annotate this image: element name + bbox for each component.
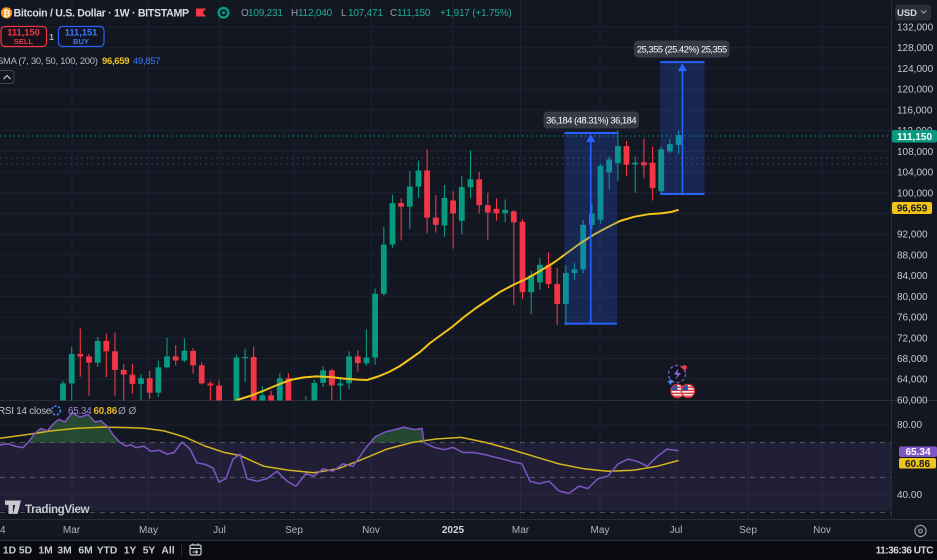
svg-text:49,857: 49,857 <box>133 56 160 67</box>
svg-text:68,000: 68,000 <box>897 354 928 365</box>
svg-text:1: 1 <box>49 32 54 42</box>
svg-text:40.00: 40.00 <box>897 490 922 501</box>
svg-text:+1,917 (+1.75%): +1,917 (+1.75%) <box>440 8 512 19</box>
svg-text:TradingView: TradingView <box>25 503 91 516</box>
svg-text:111,150: 111,150 <box>897 132 932 143</box>
svg-text:Nov: Nov <box>362 525 380 536</box>
svg-text:5D: 5D <box>19 546 32 557</box>
svg-text:80,000: 80,000 <box>897 292 928 303</box>
svg-text:11:36:36 UTC: 11:36:36 UTC <box>876 546 934 557</box>
svg-text:4: 4 <box>0 525 6 536</box>
svg-text:60.86: 60.86 <box>905 459 930 470</box>
svg-text:60,000: 60,000 <box>897 396 928 407</box>
svg-text:Jul: Jul <box>213 525 226 536</box>
svg-text:111,151: 111,151 <box>65 28 98 38</box>
svg-text:84,000: 84,000 <box>897 271 928 282</box>
svg-text:120,000: 120,000 <box>897 85 934 96</box>
svg-text:C: C <box>390 8 397 19</box>
svg-text:65.34: 65.34 <box>68 406 92 417</box>
svg-text:111,150: 111,150 <box>397 8 431 19</box>
svg-text:111,150: 111,150 <box>7 28 40 38</box>
svg-text:109,231: 109,231 <box>248 8 283 19</box>
svg-text:1Y: 1Y <box>124 546 137 557</box>
svg-text:2025: 2025 <box>442 525 465 536</box>
svg-text:64,000: 64,000 <box>897 375 928 386</box>
svg-text:72,000: 72,000 <box>897 333 928 344</box>
svg-text:116,000: 116,000 <box>897 105 933 116</box>
svg-text:6M: 6M <box>78 546 92 557</box>
svg-text:112,040: 112,040 <box>298 8 333 19</box>
svg-text:3M: 3M <box>57 546 71 557</box>
svg-text:108,000: 108,000 <box>897 147 934 158</box>
svg-text:SELL: SELL <box>14 37 34 46</box>
svg-text:132,000: 132,000 <box>897 23 934 34</box>
svg-text:Sep: Sep <box>739 525 757 536</box>
svg-text:All: All <box>161 546 174 557</box>
svg-text:124,000: 124,000 <box>897 64 934 75</box>
svg-text:1M: 1M <box>38 546 52 557</box>
svg-text:BUY: BUY <box>73 37 89 46</box>
svg-text:1D: 1D <box>3 546 16 557</box>
svg-text:Ø Ø: Ø Ø <box>118 406 137 417</box>
svg-text:SMA (7, 30, 50, 100, 200): SMA (7, 30, 50, 100, 200) <box>0 55 98 66</box>
svg-text:May: May <box>591 525 610 536</box>
svg-text:RSI 14 close: RSI 14 close <box>0 406 52 417</box>
svg-text:92,000: 92,000 <box>897 230 928 241</box>
svg-text:Bitcoin / U.S. Dollar · 1W · B: Bitcoin / U.S. Dollar · 1W · BITSTAMP <box>14 8 190 20</box>
svg-text:104,000: 104,000 <box>897 168 934 179</box>
svg-text:60.86: 60.86 <box>94 406 118 417</box>
svg-text:128,000: 128,000 <box>897 43 934 54</box>
svg-text:Sep: Sep <box>285 525 303 536</box>
svg-text:Mar: Mar <box>512 525 530 536</box>
svg-text:Nov: Nov <box>813 525 831 536</box>
svg-text:H: H <box>291 8 298 19</box>
svg-text:76,000: 76,000 <box>897 313 928 324</box>
svg-text:100,000: 100,000 <box>897 188 934 199</box>
svg-text:YTD: YTD <box>97 546 118 557</box>
svg-text:Jul: Jul <box>670 525 683 536</box>
svg-text:Mar: Mar <box>63 525 81 536</box>
svg-text:O: O <box>241 8 249 19</box>
svg-text:36,184 (48.31%) 36,184: 36,184 (48.31%) 36,184 <box>546 115 636 125</box>
svg-text:May: May <box>139 525 158 536</box>
svg-text:L: L <box>341 8 347 19</box>
svg-text:96,659: 96,659 <box>102 56 129 67</box>
svg-text:88,000: 88,000 <box>897 250 928 261</box>
svg-text:USD: USD <box>897 8 917 19</box>
svg-text:80.00: 80.00 <box>897 420 922 431</box>
svg-text:96,659: 96,659 <box>897 204 928 215</box>
svg-text:25,355 (25.42%) 25,355: 25,355 (25.42%) 25,355 <box>637 44 727 54</box>
svg-text:65.34: 65.34 <box>905 447 930 458</box>
svg-text:107,471: 107,471 <box>348 8 383 19</box>
svg-text:₿: ₿ <box>3 8 10 18</box>
svg-text:5Y: 5Y <box>143 546 156 557</box>
